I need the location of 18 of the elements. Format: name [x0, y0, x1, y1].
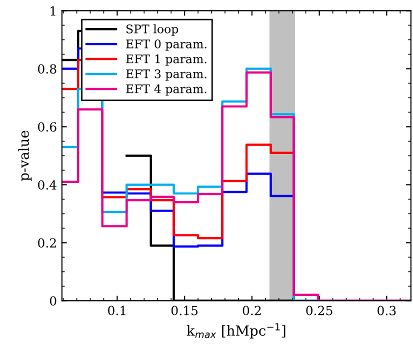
x-tick-label: 0.2 — [242, 306, 261, 316]
series-label: SPT loop — [126, 24, 178, 36]
x-tick-label: 0.25 — [306, 306, 332, 316]
y-tick-label: 1 — [50, 6, 56, 16]
x-axis-title: k$_{max}$ [hMpc$^{−1}$] — [186, 323, 286, 339]
y-tick-label: 0 — [50, 296, 56, 306]
legend-label: EFT 3 param. — [126, 69, 206, 81]
legend-label: EFT 1 param. — [126, 54, 206, 66]
y-tick-label: 0.6 — [38, 122, 56, 132]
legend-label: EFT 0 param. — [126, 39, 206, 51]
x-tick-label: 0.15 — [171, 306, 198, 316]
legend-label: EFT 4 param. — [126, 84, 206, 96]
y-axis-title: p-value — [18, 130, 32, 181]
y-tick-label: 0.8 — [38, 64, 56, 74]
y-tick-label: 0.4 — [38, 180, 56, 190]
x-tick-label: 0.1 — [108, 306, 126, 316]
y-tick-label: 0.2 — [38, 238, 56, 248]
x-tick-label: 0.3 — [378, 306, 396, 316]
